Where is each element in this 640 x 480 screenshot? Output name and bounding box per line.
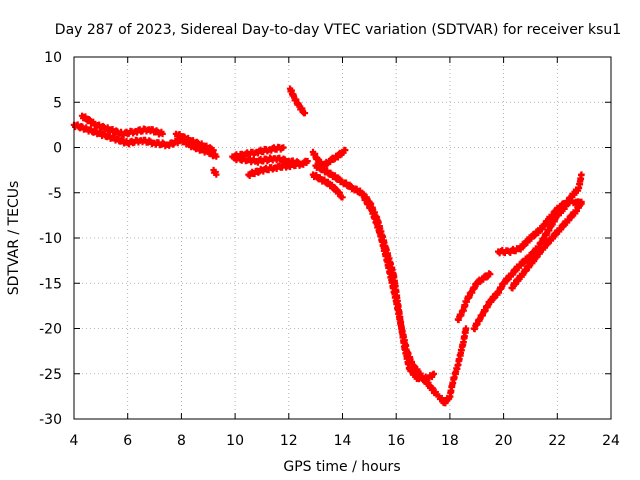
series-track-l — [360, 194, 440, 398]
series-track-m — [436, 325, 470, 407]
x-tick-label: 14 — [334, 433, 352, 449]
x-tick-label: 10 — [226, 433, 244, 449]
x-tick-label: 6 — [123, 433, 132, 449]
series-track-n — [454, 270, 494, 324]
data-points — [312, 162, 437, 384]
y-tick-label: -30 — [39, 412, 62, 428]
data-points — [210, 166, 220, 178]
series-track-q — [508, 198, 585, 292]
data-points — [309, 171, 346, 201]
series-track-h — [286, 85, 309, 117]
grid — [74, 57, 611, 419]
data-points — [78, 112, 166, 139]
data-points — [286, 85, 309, 117]
y-tick-label: -10 — [39, 231, 62, 247]
x-tick-label: 16 — [387, 433, 405, 449]
x-tick-label: 4 — [70, 433, 79, 449]
x-tick-label: 22 — [548, 433, 566, 449]
data-points — [360, 194, 440, 398]
series-track-o — [470, 171, 585, 333]
data-points — [231, 154, 311, 168]
series-track-k — [312, 162, 437, 384]
y-tick-label: 5 — [53, 95, 62, 111]
data-points — [470, 171, 585, 333]
data-points — [508, 198, 585, 292]
x-tick-label: 20 — [495, 433, 513, 449]
series-track-b — [78, 112, 166, 139]
y-tick-label: 0 — [53, 141, 62, 157]
x-tick-label: 12 — [280, 433, 298, 449]
series-track-j — [309, 171, 346, 201]
x-tick-label: 8 — [177, 433, 186, 449]
y-tick-label: -25 — [39, 367, 62, 383]
series-track-c — [172, 130, 217, 155]
series-track-p — [495, 197, 585, 257]
x-axis-title: GPS time / hours — [283, 459, 400, 475]
x-tick-label: 24 — [602, 433, 620, 449]
data-points — [495, 197, 585, 257]
y-tick-label: 10 — [44, 50, 62, 66]
data-points — [454, 270, 494, 324]
y-axis-title: SDTVAR / TECUs — [6, 181, 22, 296]
chart-title: Day 287 of 2023, Sidereal Day-to-day VTE… — [55, 22, 621, 38]
series-track-g — [231, 154, 311, 168]
data-points — [172, 130, 217, 155]
series-track-d — [210, 166, 220, 178]
data-points — [436, 325, 470, 407]
plot-frame — [73, 56, 612, 420]
y-tick-label: -20 — [39, 322, 62, 338]
data-series — [70, 85, 585, 407]
tick-labels: 4 6 8 10 12 14 16 18 20 22 24 -30 -25 -20 -15 -10 -5 0 5 10 — [39, 50, 620, 449]
y-tick-label: -5 — [48, 186, 62, 202]
y-tick-label: -15 — [39, 276, 62, 292]
x-tick-label: 18 — [441, 433, 459, 449]
